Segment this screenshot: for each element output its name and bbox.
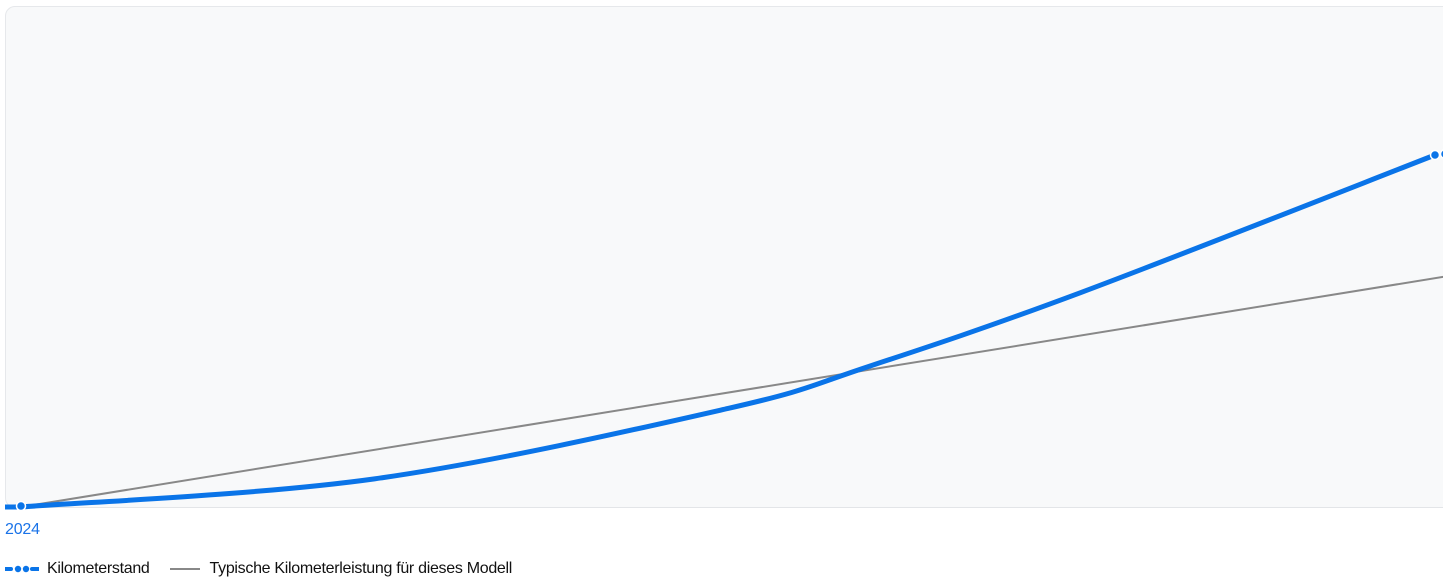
data-point-end <box>1429 149 1441 161</box>
data-point-start <box>15 500 27 512</box>
legend-label-typical: Typische Kilometerleistung für dieses Mo… <box>209 560 513 577</box>
series-line-kilometerstand <box>18 152 1438 510</box>
x-tick-label: 2024 <box>5 521 40 538</box>
legend-item-typical: Typische Kilometerleistung für dieses Mo… <box>168 560 513 578</box>
plot-area <box>5 6 1443 508</box>
legend-item-kilometerstand: Kilometerstand <box>5 560 150 578</box>
legend-label-kilometerstand: Kilometerstand <box>47 560 150 577</box>
series-layer <box>5 149 1443 512</box>
legend: Kilometerstand Typische Kilometerleistun… <box>5 560 530 578</box>
series-line-typical <box>20 275 1443 508</box>
legend-swatch-kilometerstand <box>5 565 39 573</box>
data-point-end-extra <box>1439 149 1443 159</box>
legend-swatch-typical <box>169 568 200 570</box>
